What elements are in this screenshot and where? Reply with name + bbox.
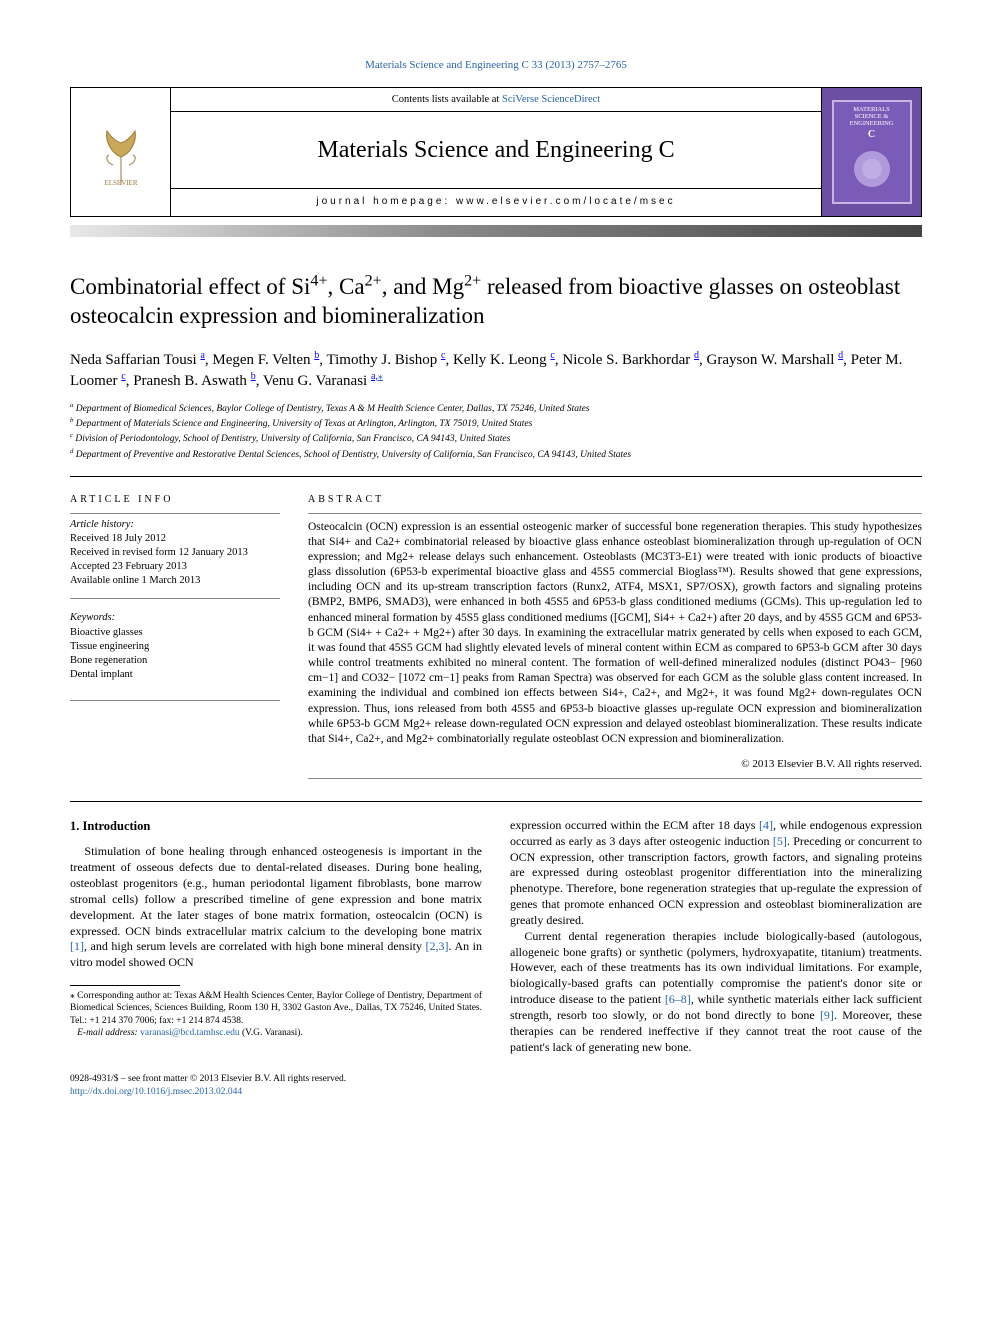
journal-cover-thumb: MATERIALS SCIENCE & ENGINEERING C xyxy=(832,100,912,204)
masthead: ELSEVIER Contents lists available at Sci… xyxy=(70,87,922,217)
citation-link[interactable]: [9] xyxy=(820,1008,834,1022)
corresponding-author-note: ⁎ Corresponding author at: Texas A&M Hea… xyxy=(70,990,482,1039)
affil-link[interactable]: c xyxy=(441,350,445,361)
article-title: Combinatorial effect of Si4+, Ca2+, and … xyxy=(70,273,922,331)
author: Grayson W. Marshall d xyxy=(707,352,844,368)
abstract-column: ABSTRACT Osteocalcin (OCN) expression is… xyxy=(308,493,922,779)
author: Timothy J. Bishop c xyxy=(326,352,445,368)
corresponding-rule xyxy=(70,985,180,986)
affil-link[interactable]: a, xyxy=(371,371,378,382)
body-columns: 1. Introduction Stimulation of bone heal… xyxy=(70,818,922,1055)
author: Megen F. Velten b xyxy=(212,352,319,368)
abstract-heading: ABSTRACT xyxy=(308,493,922,507)
section-heading-intro: 1. Introduction xyxy=(70,818,482,835)
journal-reference-link[interactable]: Materials Science and Engineering C 33 (… xyxy=(365,59,627,71)
sciencedirect-link[interactable]: SciVerse ScienceDirect xyxy=(502,94,600,105)
abstract-copyright: © 2013 Elsevier B.V. All rights reserved… xyxy=(308,757,922,772)
affil-link[interactable]: d xyxy=(694,350,699,361)
citation-link[interactable]: [5] xyxy=(773,834,787,848)
author: Nicole S. Barkhordar d xyxy=(562,352,699,368)
affil-link[interactable]: c xyxy=(121,371,125,382)
citation-link[interactable]: [2,3] xyxy=(426,939,449,953)
author: Kelly K. Leong c xyxy=(453,352,555,368)
divider xyxy=(70,476,922,477)
author: Neda Saffarian Tousi a xyxy=(70,352,205,368)
journal-homepage: journal homepage: www.elsevier.com/locat… xyxy=(171,188,821,216)
email-link[interactable]: varanasi@bcd.tamhsc.edu xyxy=(140,1028,240,1038)
citation-link[interactable]: [6–8] xyxy=(665,992,691,1006)
citation-link[interactable]: [4] xyxy=(759,818,773,832)
article-info-column: ARTICLE INFO Article history: Received 1… xyxy=(70,493,280,779)
affil-link[interactable]: d xyxy=(838,350,843,361)
affil-link[interactable]: c xyxy=(550,350,554,361)
intro-para-2: expression occurred within the ECM after… xyxy=(510,818,922,929)
author: Pranesh B. Aswath b xyxy=(133,373,256,389)
page-footer: 0928-4931/$ – see front matter © 2013 El… xyxy=(70,1073,922,1099)
affil-link[interactable]: b xyxy=(314,350,319,361)
intro-para-3: Current dental regeneration therapies in… xyxy=(510,929,922,1056)
affil-link[interactable]: a xyxy=(200,350,204,361)
affiliations: a Department of Biomedical Sciences, Bay… xyxy=(70,403,922,462)
divider xyxy=(70,801,922,802)
author-list: Neda Saffarian Tousi a, Megen F. Velten … xyxy=(70,350,922,391)
abstract-text: Osteocalcin (OCN) expression is an essen… xyxy=(308,520,922,748)
citation-link[interactable]: [1] xyxy=(70,939,84,953)
contents-line: Contents lists available at SciVerse Sci… xyxy=(171,88,821,112)
publisher-name: ELSEVIER xyxy=(104,179,137,187)
elsevier-tree-icon: ELSEVIER xyxy=(93,117,149,187)
corresponding-mark[interactable]: ⁎ xyxy=(378,371,383,382)
doi-link[interactable]: http://dx.doi.org/10.1016/j.msec.2013.02… xyxy=(70,1087,242,1097)
gradient-bar xyxy=(70,225,922,237)
affil-link[interactable]: b xyxy=(251,371,256,382)
journal-reference: Materials Science and Engineering C 33 (… xyxy=(70,58,922,73)
cover-art-icon xyxy=(848,145,896,193)
publisher-logo-box: ELSEVIER xyxy=(71,88,171,216)
article-info-heading: ARTICLE INFO xyxy=(70,493,280,507)
author: Venu G. Varanasi a,⁎ xyxy=(263,373,383,389)
journal-cover-box: MATERIALS SCIENCE & ENGINEERING C xyxy=(821,88,921,216)
intro-para-1: Stimulation of bone healing through enha… xyxy=(70,844,482,971)
journal-title: Materials Science and Engineering C xyxy=(317,134,674,166)
